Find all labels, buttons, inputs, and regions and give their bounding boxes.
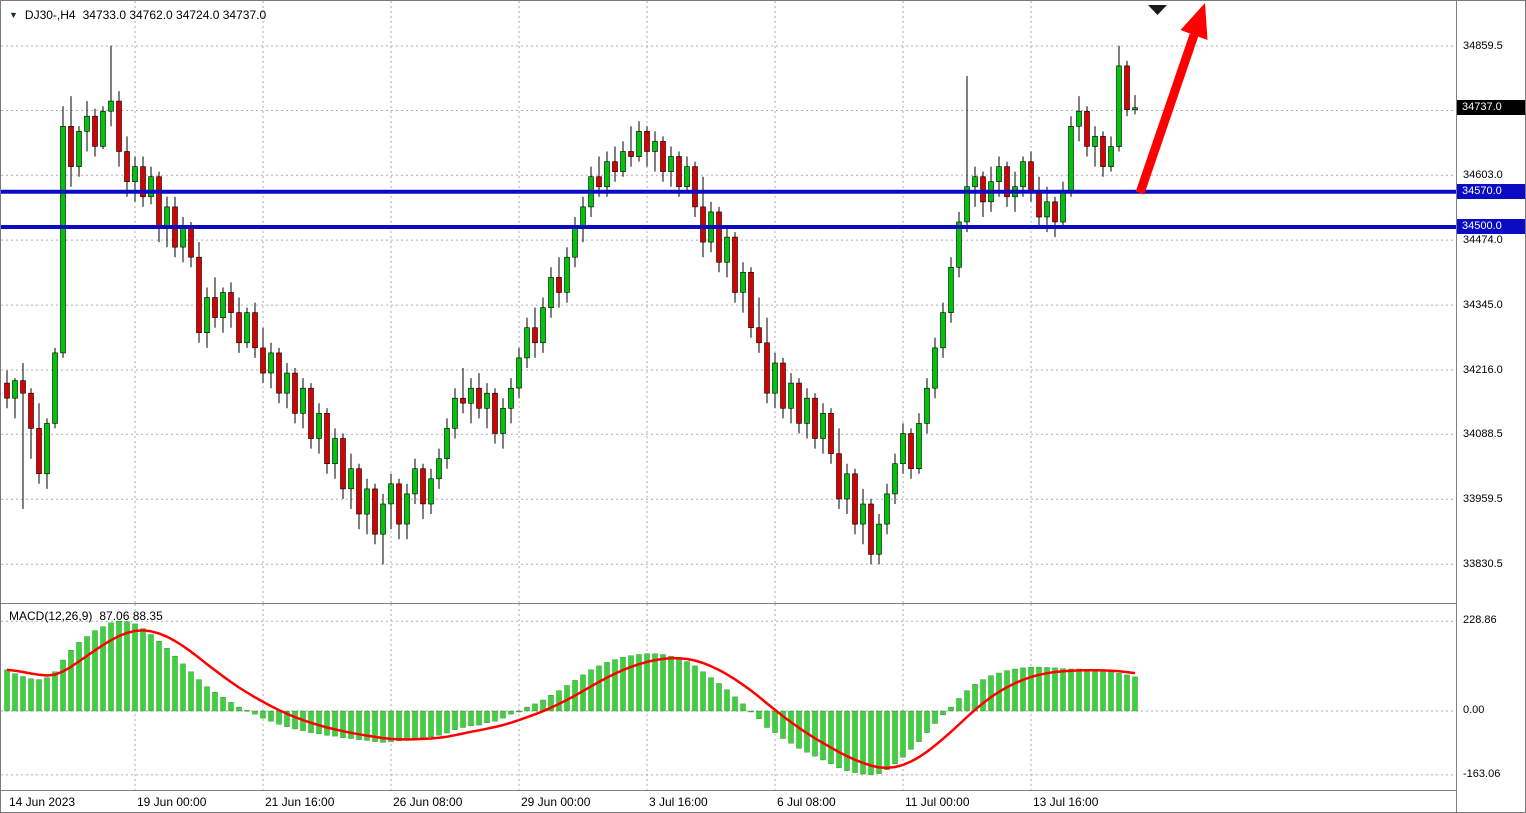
price-axis[interactable]: 34859.5 34603.0 34474.0 34345.0 34216.0 34088…	[1456, 1, 1525, 812]
price-axis-label: 33830.5	[1463, 558, 1503, 570]
macd-current-values: 87.06 88.35	[99, 609, 163, 623]
price-axis-label: 33959.5	[1463, 493, 1503, 505]
macd-axis-label: 228.86	[1463, 614, 1497, 626]
time-axis[interactable]: 14 Jun 2023 19 Jun 00:00 21 Jun 16:00 26 Ju…	[1, 790, 1456, 812]
main-price-chart[interactable]	[1, 1, 1456, 603]
chart-header: ▼ DJ30-,H4 34733.0 34762.0 34724.0 34737…	[9, 8, 266, 22]
chart-shift-marker-icon	[1148, 5, 1167, 15]
time-axis-label: 19 Jun 00:00	[137, 795, 207, 809]
price-axis-label: 34216.0	[1463, 364, 1503, 376]
time-axis-label: 21 Jun 16:00	[265, 795, 335, 809]
price-axis-label: 34603.0	[1463, 169, 1503, 181]
macd-indicator-label: MACD(12,26,9) 87.06 88.35	[9, 609, 163, 623]
price-axis-label: 34088.5	[1463, 428, 1503, 440]
time-axis-label: 11 Jul 00:00	[905, 795, 970, 809]
price-axis-label: 34474.0	[1463, 234, 1503, 246]
macd-signal-line	[6, 629, 1136, 770]
ohlc-quote-text: 34733.0 34762.0 34724.0 34737.0	[82, 8, 267, 22]
current-price-tag: 34737.0	[1457, 100, 1525, 115]
candlestick-series	[4, 45, 1138, 565]
price-axis-label: 34345.0	[1463, 299, 1503, 311]
macd-axis-label: -163.06	[1463, 768, 1501, 780]
time-axis-label: 6 Jul 08:00	[777, 795, 836, 809]
symbol-dropdown-icon[interactable]: ▼	[9, 10, 18, 20]
horizontal-level-lines[interactable]	[1, 189, 1456, 229]
time-axis-label: 13 Jul 16:00	[1033, 795, 1099, 809]
time-axis-label: 29 Jun 00:00	[521, 795, 591, 809]
level-price-tag: 34500.0	[1457, 219, 1525, 234]
macd-name: MACD(12,26,9)	[9, 609, 93, 623]
time-axis-label: 14 Jun 2023	[9, 795, 76, 809]
time-axis-label: 26 Jun 08:00	[393, 795, 463, 809]
grid-lines	[1, 1, 1456, 603]
bullish-arrow-annotation[interactable]	[1135, 3, 1208, 195]
level-price-tag: 34570.0	[1457, 184, 1525, 199]
symbol-timeframe-label: DJ30-,H4	[24, 8, 76, 22]
macd-indicator-panel[interactable]	[1, 603, 1456, 791]
macd-grid-lines	[1, 604, 1456, 791]
price-axis-label: 34859.5	[1463, 40, 1503, 52]
macd-axis-label: 0.00	[1463, 704, 1485, 716]
time-axis-label: 3 Jul 16:00	[649, 795, 708, 809]
